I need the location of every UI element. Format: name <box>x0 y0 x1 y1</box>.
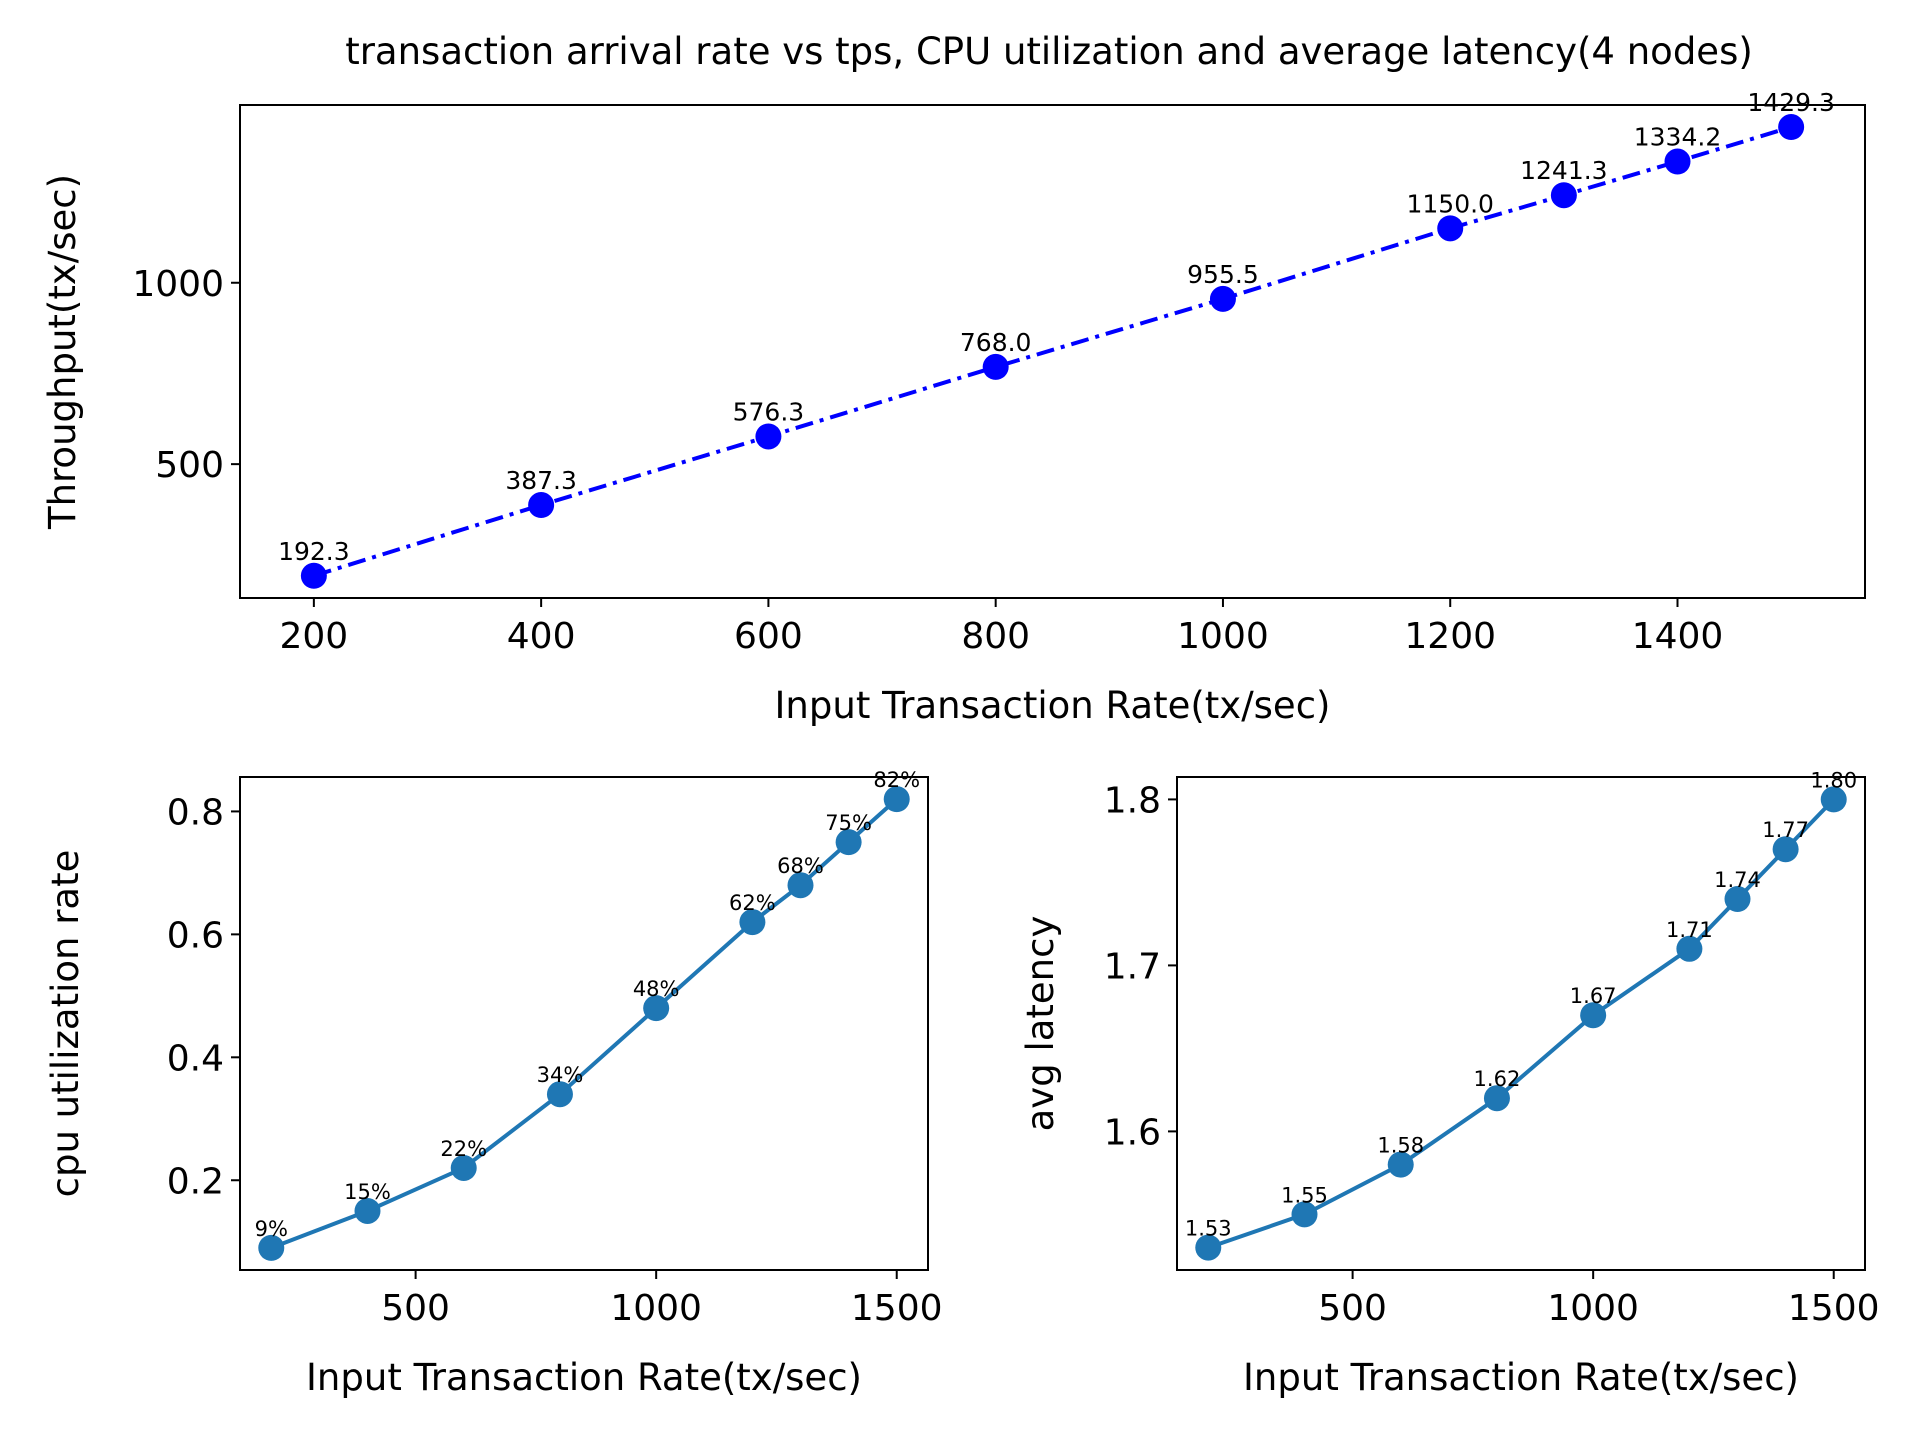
data-label: 68% <box>777 854 824 878</box>
y-tick-label: 1000 <box>132 264 224 305</box>
data-point <box>1664 148 1691 175</box>
y-tick-label: 1.8 <box>1104 780 1161 821</box>
data-label: 768.0 <box>960 328 1032 357</box>
data-label: 22% <box>440 1137 487 1161</box>
data-label: 1.53 <box>1185 1217 1232 1241</box>
y-tick-label: 0.4 <box>167 1038 224 1079</box>
data-point <box>739 909 766 936</box>
series-line <box>1207 798 1836 1250</box>
data-point <box>300 562 327 589</box>
data-point <box>1580 1002 1607 1029</box>
data-point <box>1291 1201 1318 1228</box>
data-point <box>546 1081 573 1108</box>
data-label: 1.62 <box>1474 1067 1521 1091</box>
x-tick-label: 1000 <box>1547 1288 1639 1329</box>
x-tick-label: 1200 <box>1404 616 1496 657</box>
data-point <box>1195 1234 1222 1261</box>
data-point <box>1778 114 1805 141</box>
plot-frame <box>1176 776 1866 1271</box>
y-tick-label: 0.8 <box>167 792 224 833</box>
x-tick-label: 400 <box>507 616 576 657</box>
data-label: 9% <box>255 1217 288 1241</box>
data-label: 1.77 <box>1762 818 1809 842</box>
data-label: 387.3 <box>505 466 577 495</box>
data-point <box>1820 786 1847 813</box>
data-label: 82% <box>873 768 920 792</box>
y-tick-label: 500 <box>155 445 224 486</box>
data-point <box>1437 215 1464 242</box>
data-label: 1.80 <box>1810 768 1857 792</box>
x-tick-label: 1000 <box>1177 616 1269 657</box>
plot-frame <box>239 776 929 1271</box>
x-tick-label: 1500 <box>851 1288 943 1329</box>
data-point <box>1550 182 1577 209</box>
data-label: 62% <box>729 891 776 915</box>
data-label: 1241.3 <box>1520 156 1607 185</box>
data-label: 192.3 <box>278 537 350 566</box>
data-label: 1.74 <box>1714 868 1761 892</box>
data-point <box>354 1197 381 1224</box>
data-point <box>883 786 910 813</box>
data-point <box>1772 836 1799 863</box>
y-tick-label: 0.6 <box>167 915 224 956</box>
data-label: 1.55 <box>1281 1183 1328 1207</box>
x-tick-label: 1400 <box>1632 616 1724 657</box>
data-label: 955.5 <box>1187 260 1259 289</box>
y-axis-label: cpu utilization rate <box>44 850 87 1198</box>
x-tick-label: 1000 <box>610 1288 702 1329</box>
x-tick-label: 500 <box>381 1288 450 1329</box>
y-tick-label: 0.2 <box>167 1161 224 1202</box>
x-tick-label: 800 <box>961 616 1030 657</box>
data-label: 1334.2 <box>1634 123 1721 152</box>
y-tick-label: 1.6 <box>1104 1112 1161 1153</box>
data-point <box>835 829 862 856</box>
data-point <box>982 353 1009 380</box>
data-point <box>1209 285 1236 312</box>
data-point <box>787 872 814 899</box>
data-label: 1.71 <box>1666 918 1713 942</box>
data-label: 1150.0 <box>1406 189 1493 218</box>
data-point <box>1676 935 1703 962</box>
data-label: 1429.3 <box>1747 88 1834 117</box>
data-point <box>643 995 670 1022</box>
data-point <box>528 492 555 519</box>
cpu-utilization-chart: 500 1000 1500 0.2 0.4 0.6 0.8 Input Transaction… <box>44 768 943 1399</box>
x-axis-label: Input Transaction Rate(tx/sec) <box>306 1356 862 1399</box>
data-label: 34% <box>537 1063 584 1087</box>
throughput-chart: 200 400 600 800 1000 1200 1400 500 1000 Input Tra… <box>41 88 1866 727</box>
y-axis-label: Throughput(tx/sec) <box>41 174 84 530</box>
plot-frame <box>239 104 1866 599</box>
data-label: 1.58 <box>1377 1134 1424 1158</box>
x-tick-label: 1500 <box>1788 1288 1880 1329</box>
data-label: 48% <box>633 977 680 1001</box>
x-tick-label: 600 <box>734 616 803 657</box>
x-tick-label: 200 <box>280 616 349 657</box>
data-point <box>1483 1085 1510 1112</box>
x-tick-label: 500 <box>1318 1288 1387 1329</box>
data-point <box>1724 886 1751 913</box>
chart-title: transaction arrival rate vs tps, CPU uti… <box>345 30 1753 73</box>
avg-latency-chart: 500 1000 1500 1.6 1.7 1.8 Input Transaction Ra… <box>1019 768 1880 1399</box>
data-label: 1.67 <box>1570 984 1617 1008</box>
data-point <box>450 1154 477 1181</box>
data-label: 15% <box>344 1180 391 1204</box>
y-tick-label: 1.7 <box>1104 946 1161 987</box>
data-point <box>1387 1151 1414 1178</box>
data-point <box>755 423 782 450</box>
data-point <box>258 1234 285 1261</box>
data-label: 75% <box>825 811 872 835</box>
data-label: 576.3 <box>733 397 805 426</box>
x-axis-label: Input Transaction Rate(tx/sec) <box>1243 1356 1799 1399</box>
y-axis-label: avg latency <box>1019 916 1062 1132</box>
x-axis-label: Input Transaction Rate(tx/sec) <box>775 684 1331 727</box>
